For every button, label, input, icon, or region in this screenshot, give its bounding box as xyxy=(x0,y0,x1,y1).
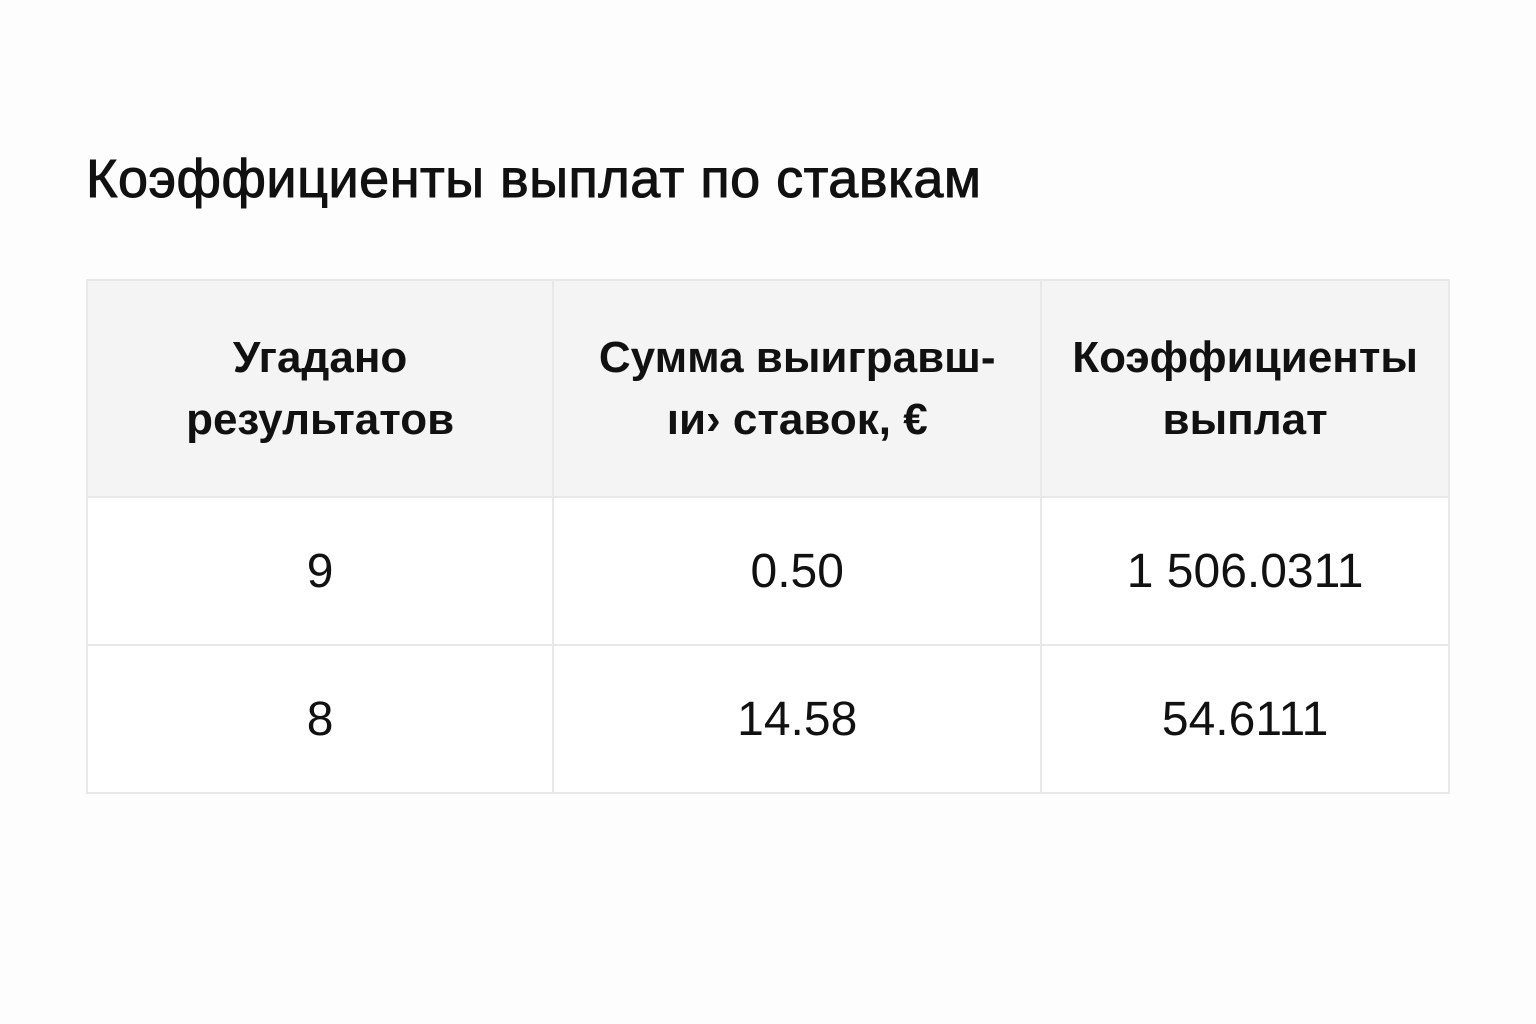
cell-guessed: 9 xyxy=(85,496,555,646)
page-title: Коэффициенты выплат по ставкам xyxy=(85,149,982,210)
table-row: 8 14.58 54.6111 xyxy=(85,644,1450,794)
cell-sum: 0.50 xyxy=(552,496,1043,646)
cell-sum: 14.58 xyxy=(552,644,1043,794)
header-winning-stakes-sum: Сумма выигравш- ıи› ставок, € xyxy=(552,279,1043,498)
cell-guessed: 8 xyxy=(85,644,555,794)
header-guessed-results: Угадано результатов xyxy=(85,279,555,498)
table-row: 9 0.50 1 506.0311 xyxy=(85,496,1450,646)
payout-table: Угадано результатов Сумма выигравш- ıи› … xyxy=(85,279,1450,794)
cell-coefficient: 54.6111 xyxy=(1040,644,1450,794)
header-payout-coefficients: Коэффициенты выплат xyxy=(1040,279,1450,498)
cell-coefficient: 1 506.0311 xyxy=(1040,496,1450,646)
table-header-row: Угадано результатов Сумма выигравш- ıи› … xyxy=(85,279,1450,498)
